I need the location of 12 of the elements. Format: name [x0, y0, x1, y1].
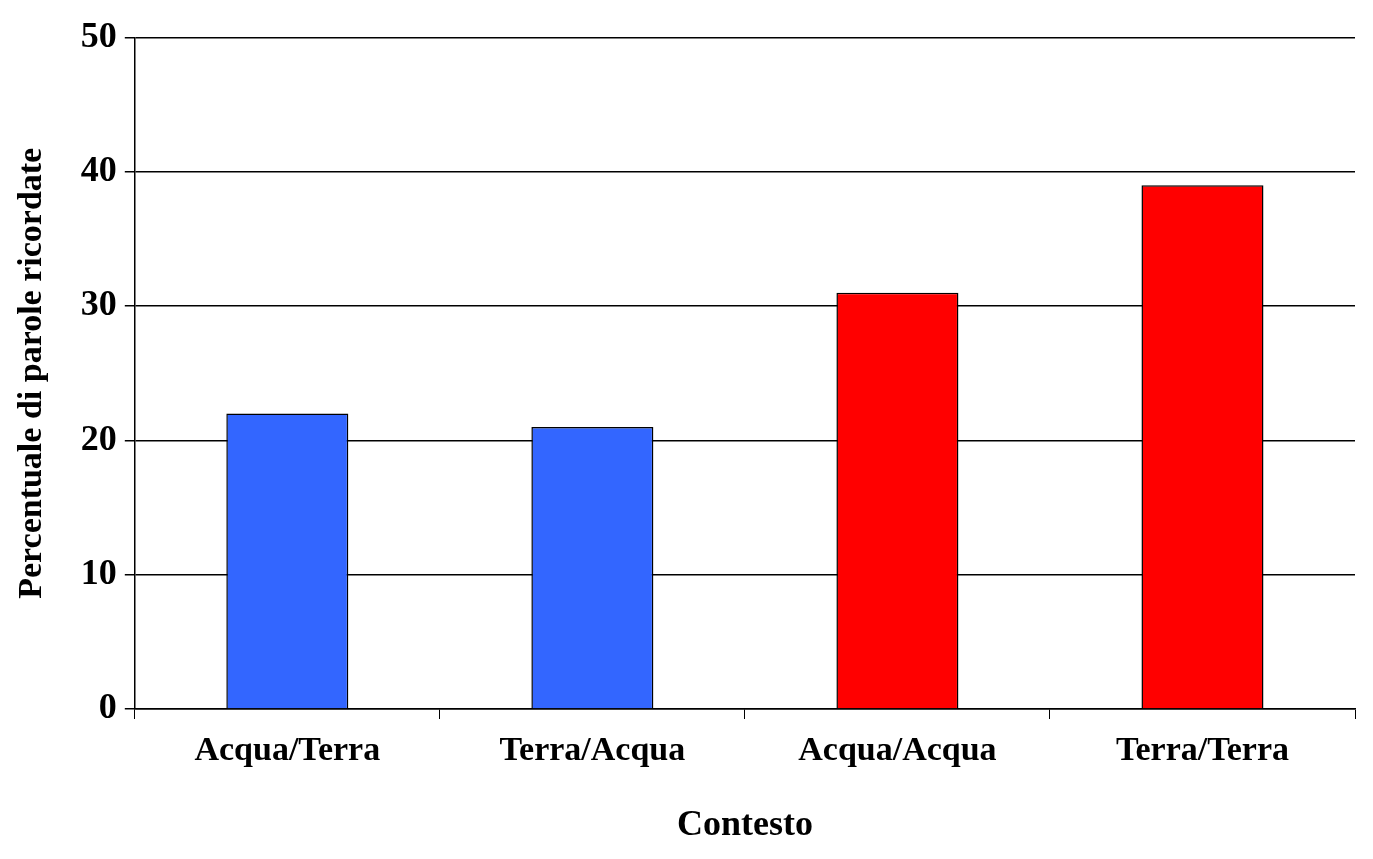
y-tick-label: 50 — [80, 14, 117, 55]
y-tick-label: 0 — [98, 686, 117, 727]
y-tick-label: 20 — [80, 417, 117, 458]
x-tick-label: Terra/Acqua — [499, 730, 686, 768]
y-tick-label: 40 — [80, 149, 117, 190]
x-tick-label: Terra/Terra — [1115, 730, 1290, 768]
x-axis-title: Contesto — [676, 802, 813, 843]
x-tick-label: Acqua/Acqua — [798, 730, 997, 768]
x-tick-label: Acqua/Terra — [194, 730, 381, 768]
y-tick-label: 10 — [80, 552, 117, 593]
y-tick-label: 30 — [80, 283, 117, 324]
y-axis-title: Percentuale di parole ricordate — [11, 147, 49, 599]
